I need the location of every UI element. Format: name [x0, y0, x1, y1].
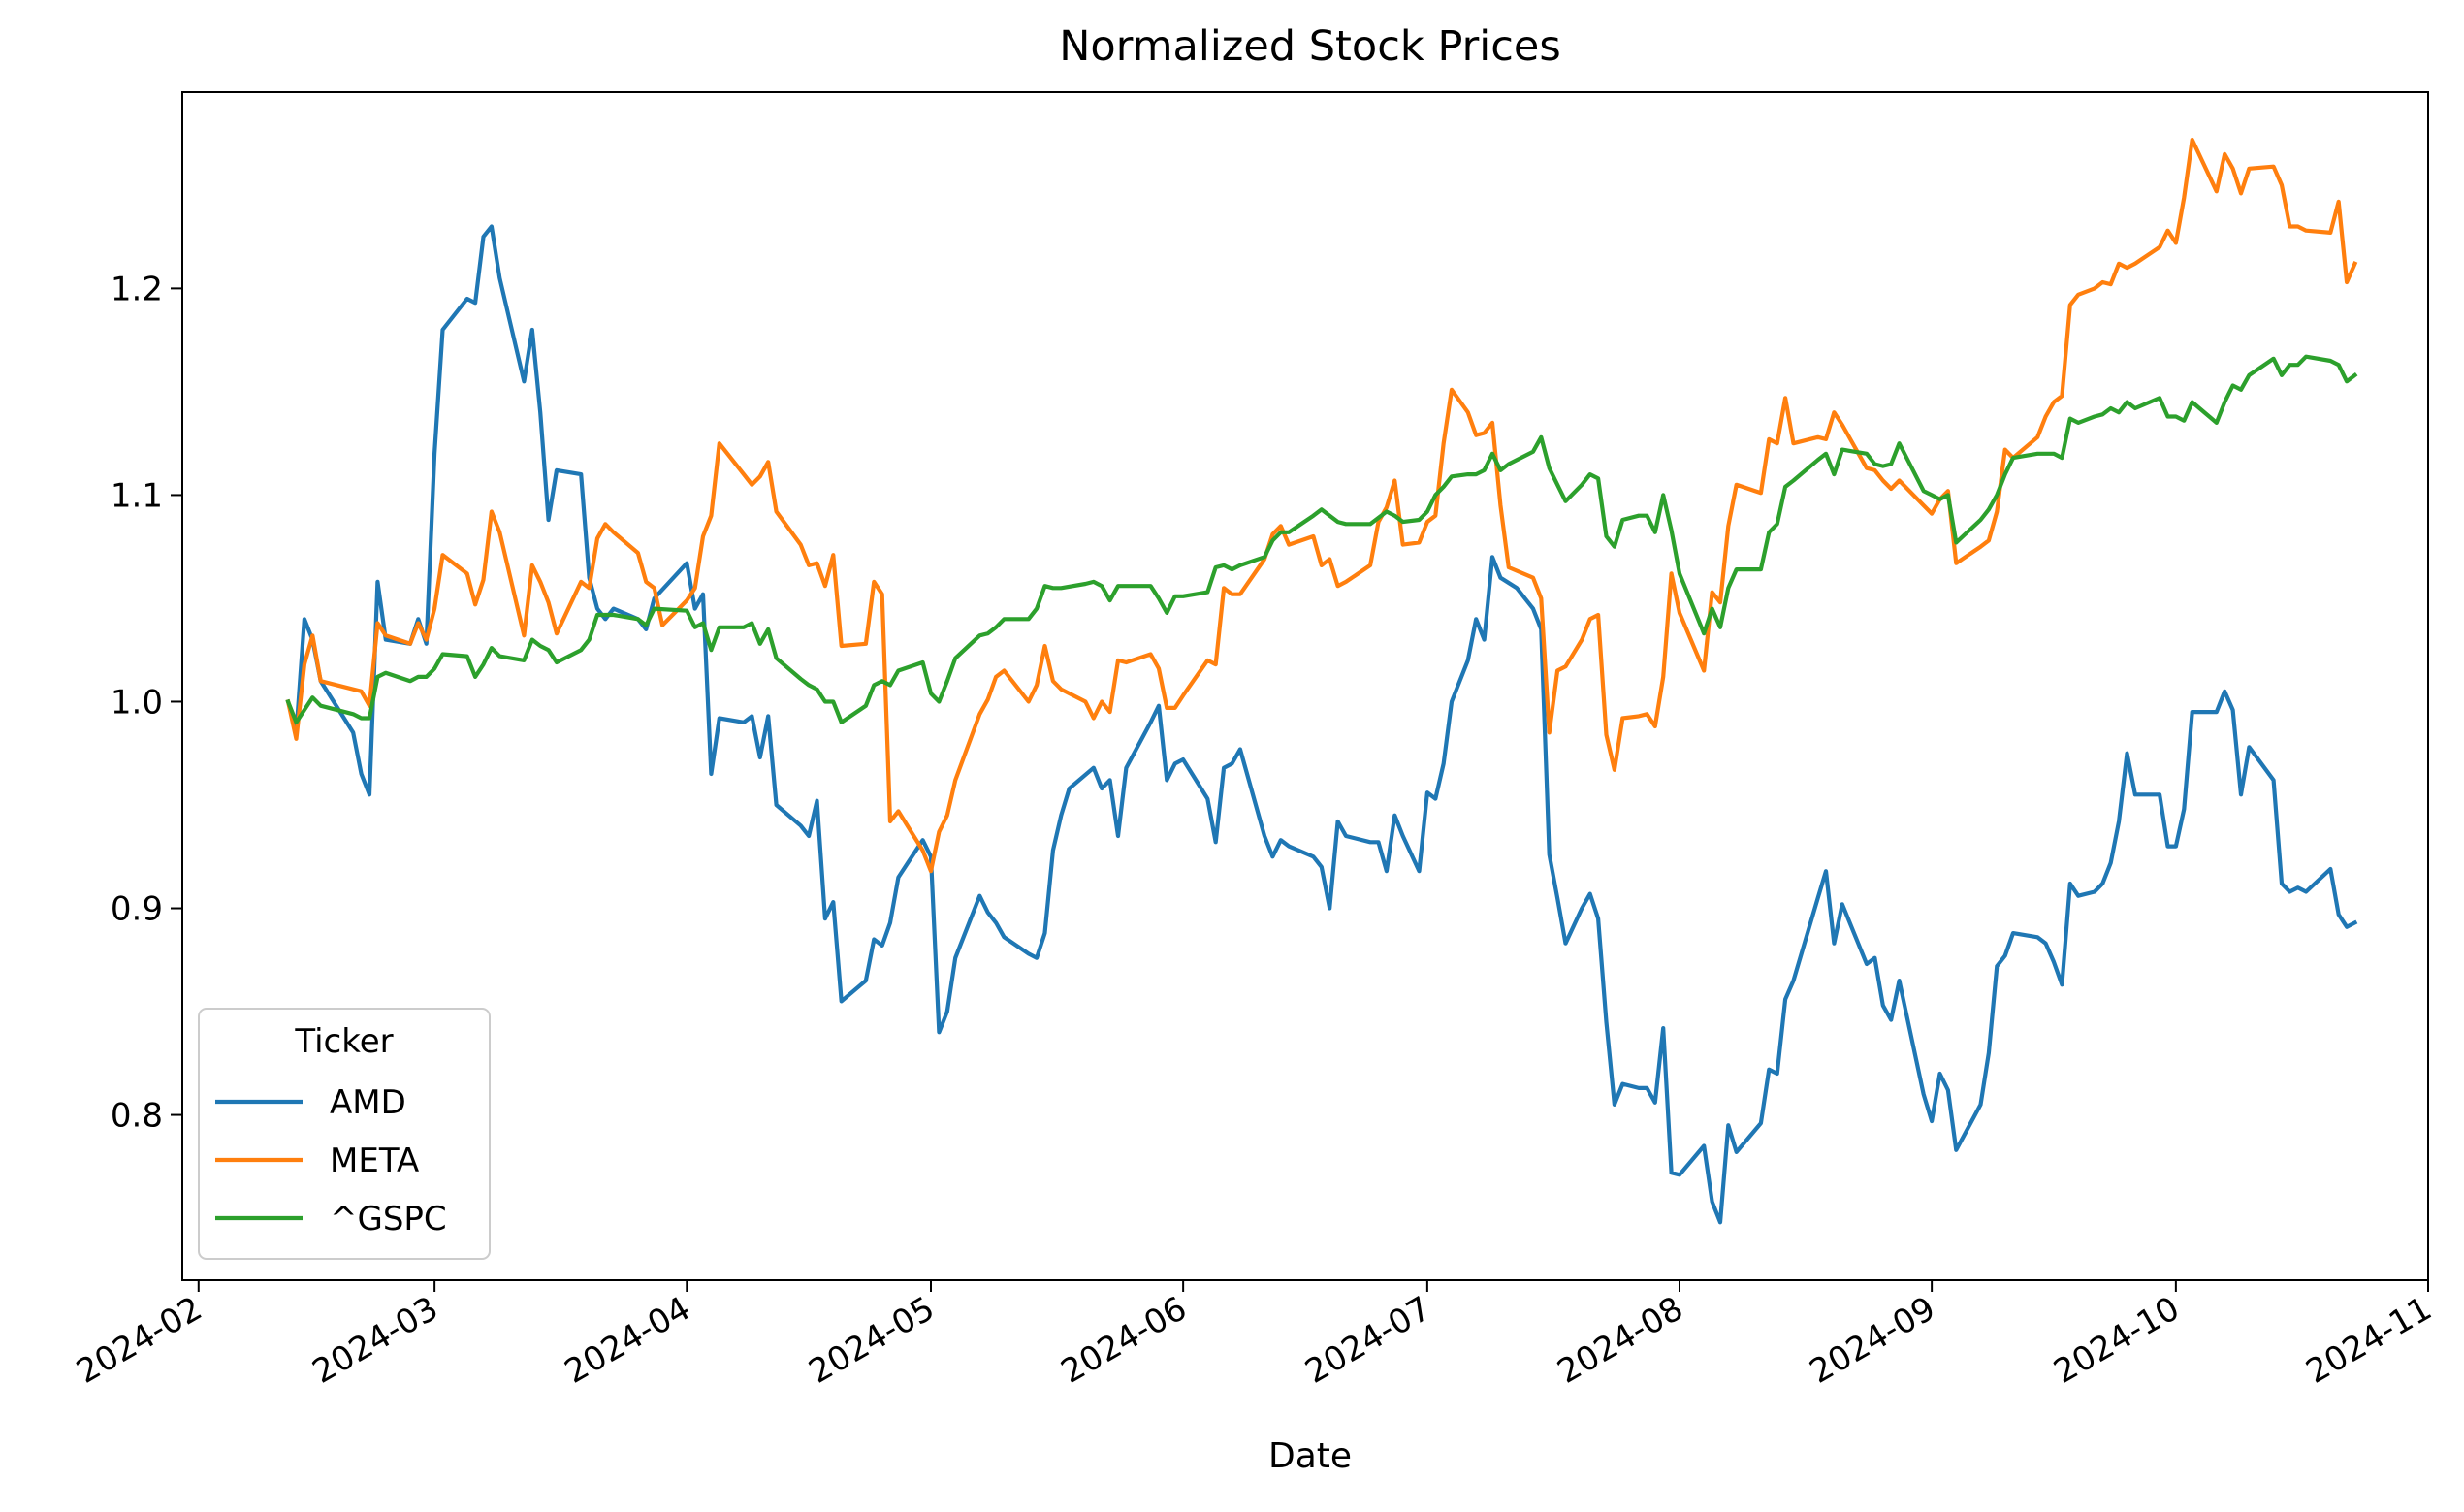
y-tick-label: 1.0 [111, 683, 163, 722]
legend-label: META [330, 1142, 419, 1180]
x-axis-title: Date [1268, 1436, 1352, 1476]
legend-label: AMD [330, 1083, 406, 1122]
y-axis: 0.8 0.9 1.0 1.1 1.2 [111, 270, 182, 1136]
series-line-meta [285, 137, 2358, 874]
legend-label: ^GSPC [330, 1200, 447, 1239]
y-tick-label: 1.1 [111, 476, 163, 515]
y-tick-label: 0.9 [111, 890, 163, 929]
legend: Ticker AMD META ^GSPC [198, 1008, 491, 1260]
plot-frame [181, 91, 2429, 1281]
y-tick-label: 1.2 [111, 270, 163, 308]
legend-entries: AMD META ^GSPC [215, 1083, 447, 1239]
series-line-amd [285, 224, 2358, 1225]
y-tick-label: 0.8 [111, 1097, 163, 1136]
series-layer [285, 137, 2358, 1225]
legend-title: Ticker [294, 1022, 393, 1061]
legend-box [198, 1008, 491, 1260]
series-line-gspc [285, 354, 2358, 724]
chart-title: Normalized Stock Prices [1059, 22, 1561, 71]
